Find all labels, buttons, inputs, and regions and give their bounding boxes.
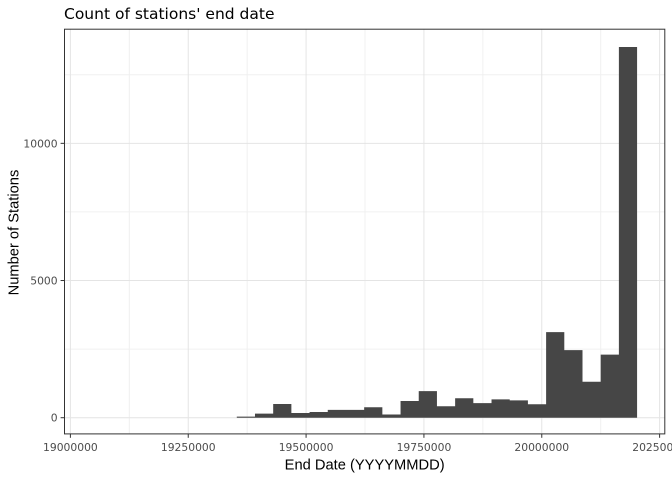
x-tick-label: 19750000 [397,441,452,454]
y-tick-label: 5000 [30,274,58,287]
y-tick-label: 10000 [23,137,57,150]
x-tick-label: 20000000 [514,441,569,454]
axis-tick-marks [60,142,661,438]
x-tick-label: 19250000 [161,441,216,454]
histogram-bars [236,47,638,418]
x-tick-label: 19000000 [43,441,98,454]
y-tick-label: 0 [51,412,58,425]
panel-border [64,28,666,435]
y-axis-title: Number of Stations [7,170,23,296]
x-tick-label: 19500000 [279,441,334,454]
x-tick-label: 20250000 [632,441,672,454]
x-axis-title: End Date (YYYYMMDD) [285,458,445,474]
gridlines-minor [64,29,665,434]
plot-title: Count of stations' end date [64,5,275,23]
x-tick-labels: 19000000 19250000 19500000 19750000 20000000… [43,441,672,454]
y-tick-labels: 0 5000 10000 [23,137,57,424]
gridlines-major [64,29,665,434]
